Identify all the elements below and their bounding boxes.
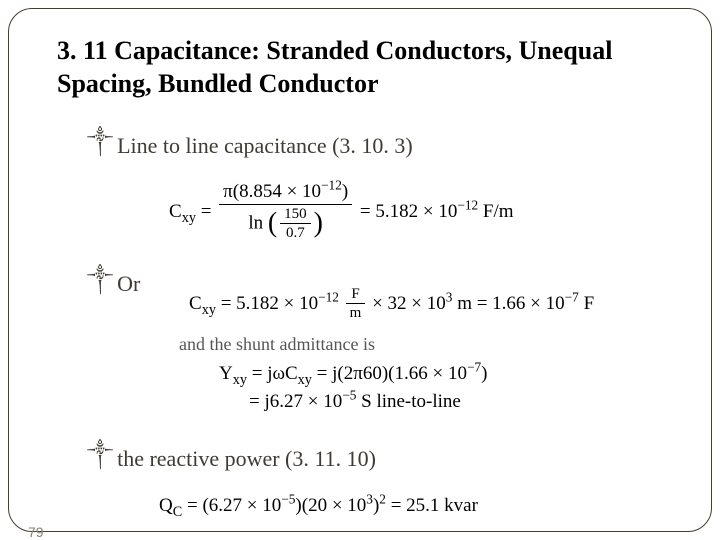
eq-ln: ln: [248, 212, 263, 233]
eq3-close: ): [481, 363, 487, 384]
bullet-line-capacitance: ༒ Line to line capacitance (3. 10. 3): [87, 118, 671, 174]
eq-num-exp: −12: [321, 178, 342, 193]
eq-lhs-sub: xy: [182, 210, 196, 226]
equation-cxy-length: Cxy = 5.182 × 10−12 F m × 32 × 103 m = 1…: [189, 286, 671, 322]
eq-pi: π: [223, 181, 233, 202]
eq3-exp: −7: [467, 360, 481, 375]
bullet-reactive-power: ༒ the reactive power (3. 11. 10): [87, 431, 671, 487]
eq-num-const: (8.854 × 10: [233, 181, 321, 202]
eq2-final-unit: F: [579, 293, 594, 314]
bullet-text-3: the reactive power (3. 11. 10): [117, 446, 376, 472]
eq-rhs-unit: F/m: [478, 201, 513, 222]
eq2-unit-den: m: [346, 304, 366, 322]
eq3-lhs-sub: xy: [233, 372, 247, 388]
eq3-mid-sub: xy: [298, 372, 312, 388]
bullet-icon: ༒: [87, 118, 113, 174]
eq2-lhs: C: [189, 293, 202, 314]
eq2-exp1: −12: [318, 290, 339, 305]
eq5-p1: = (6.27 × 10: [182, 495, 281, 516]
equation-cxy-fraction: Cxy = π(8.854 × 10−12) ln (1500.7) = 5.1…: [169, 182, 671, 242]
slide-frame: 3. 11 Capacitance: Stranded Conductors, …: [8, 8, 712, 532]
eq2-unit-num: F: [346, 286, 366, 305]
eq5-p2: )(20 × 10: [295, 495, 366, 516]
eq4-text: = j6.27 × 10: [249, 391, 342, 412]
equation-yxy-1: Yxy = jωCxy = j(2π60)(1.66 × 10−7): [219, 363, 671, 385]
eq5-lhs: Q: [159, 495, 173, 516]
bullet-text-2: Or: [117, 271, 140, 297]
eq-lhs: C: [169, 201, 182, 222]
eq5-sq: 2: [379, 492, 386, 507]
bullet-icon: ༒: [87, 256, 113, 312]
eq5-e2: 3: [366, 492, 373, 507]
eq2-exp3: −7: [565, 290, 579, 305]
eq-num-close: ): [342, 181, 348, 202]
eq2-val1: = 5.182 × 10: [216, 293, 318, 314]
slide-title: 3. 11 Capacitance: Stranded Conductors, …: [57, 35, 671, 100]
equation-yxy-2: = j6.27 × 10−5 S line-to-line: [249, 391, 671, 413]
eq4-unit: S line-to-line: [356, 391, 460, 412]
eq-rhs-val: = 5.182 × 10: [360, 201, 457, 222]
eq4-exp: −5: [342, 388, 356, 403]
equation-qc: QC = (6.27 × 10−5)(20 × 103)2 = 25.1 kva…: [159, 495, 671, 517]
eq-rhs-exp: −12: [457, 198, 478, 213]
bullet-icon: ༒: [87, 431, 113, 487]
eq3-mid: = jωC: [247, 363, 298, 384]
eq5-p4: = 25.1 kvar: [386, 495, 478, 516]
shunt-label: and the shunt admittance is: [179, 334, 671, 355]
eq-den-den: 0.7: [280, 224, 311, 242]
eq2-munit: m = 1.66 × 10: [452, 293, 564, 314]
eq3-lhs: Y: [219, 363, 233, 384]
eq2-times: × 32 × 10: [372, 293, 446, 314]
bullet-text-1: Line to line capacitance (3. 10. 3): [117, 133, 413, 159]
eq2-lhs-sub: xy: [202, 302, 216, 318]
eq5-e1: −5: [281, 492, 295, 507]
eq5-lhs-sub: C: [173, 504, 183, 520]
eq3-rhs: = j(2π60)(1.66 × 10: [312, 363, 467, 384]
eq-den-num: 150: [280, 206, 311, 225]
page-number: 79: [28, 524, 44, 540]
